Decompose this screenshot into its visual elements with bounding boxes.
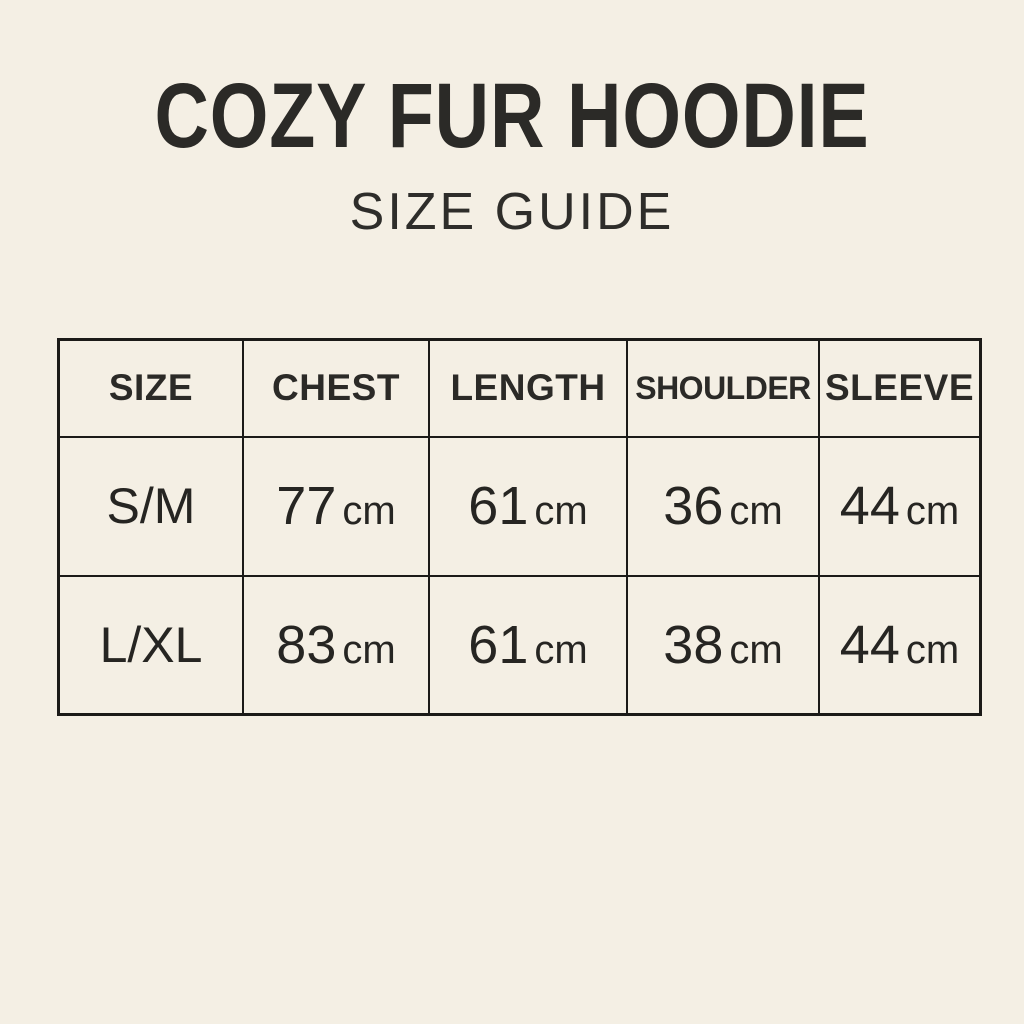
header-shoulder: SHOULDER: [626, 338, 820, 438]
row-lxl-chest-cell: 83 cm: [242, 574, 430, 716]
measurement: 44 cm: [840, 476, 959, 536]
row-sm-size-label: S/M: [57, 435, 244, 577]
measurement-unit: cm: [534, 627, 588, 672]
page-title: COZY FUR HOODIE: [0, 70, 1024, 162]
measurement: 61 cm: [468, 476, 587, 536]
row-sm-chest-cell: 77 cm: [242, 435, 430, 577]
row-sm-length-cell: 61 cm: [428, 435, 628, 577]
header-chest: CHEST: [242, 338, 430, 438]
row-lxl-length-cell: 61 cm: [428, 574, 628, 716]
measurement-number: 83: [276, 614, 337, 675]
measurement-number: 38: [663, 614, 724, 675]
table-row-lxl: L/XL 83 cm 61 cm 38 cm 44 cm: [57, 574, 982, 716]
measurement-unit: cm: [342, 489, 396, 533]
measurement-number: 77: [276, 476, 337, 536]
header-sleeve: SLEEVE: [818, 338, 982, 438]
header-size: SIZE: [57, 338, 244, 438]
header-length: LENGTH: [428, 338, 628, 438]
measurement-unit: cm: [342, 627, 396, 672]
measurement-number: 44: [839, 614, 900, 675]
row-sm-sleeve-cell: 44 cm: [818, 435, 982, 577]
size-guide-table: SIZE CHEST LENGTH SHOULDER SLEEVE S/M 77…: [57, 338, 982, 716]
page-subtitle: SIZE GUIDE: [349, 183, 675, 241]
measurement-unit: cm: [729, 489, 783, 533]
measurement: 38 cm: [663, 615, 782, 675]
measurement: 36 cm: [663, 476, 782, 536]
measurement-unit: cm: [905, 627, 960, 672]
measurement: 77 cm: [276, 476, 395, 536]
measurement: 61 cm: [468, 615, 587, 675]
row-sm-shoulder-cell: 36 cm: [626, 435, 820, 577]
measurement-unit: cm: [534, 489, 588, 533]
measurement-number: 61: [468, 476, 529, 536]
measurement-number: 36: [663, 476, 724, 536]
measurement-number: 44: [839, 476, 900, 536]
size-table-header-row: SIZE CHEST LENGTH SHOULDER SLEEVE: [57, 338, 982, 438]
measurement: 44 cm: [840, 615, 959, 675]
measurement-unit: cm: [729, 627, 783, 672]
table-row-sm: S/M 77 cm 61 cm 36 cm 44 cm: [57, 435, 982, 577]
measurement-number: 61: [468, 614, 529, 675]
row-lxl-shoulder-cell: 38 cm: [626, 574, 820, 716]
measurement: 83 cm: [276, 615, 395, 675]
row-lxl-sleeve-cell: 44 cm: [818, 574, 982, 716]
row-lxl-size-label: L/XL: [57, 574, 244, 716]
measurement-unit: cm: [905, 489, 960, 533]
page-title-text: COZY FUR HOODIE: [154, 65, 870, 167]
